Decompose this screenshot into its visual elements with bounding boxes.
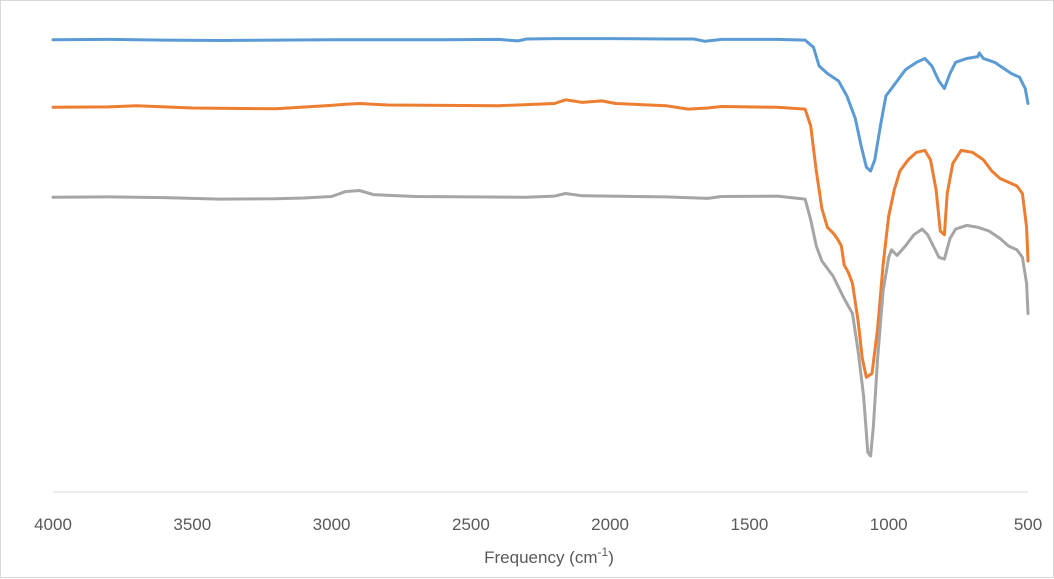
spectrum-line-3 xyxy=(51,189,1030,458)
x-tick-labels: 4000 3500 3000 2500 2000 1500 1000 500 xyxy=(34,515,1042,534)
x-tick-label: 1000 xyxy=(870,515,908,534)
x-tick-label: 2000 xyxy=(591,515,629,534)
x-tick-label: 4000 xyxy=(34,515,72,534)
series-layer xyxy=(51,37,1030,458)
x-tick-label: 500 xyxy=(1014,515,1042,534)
x-axis-title: Frequency (cm-1) xyxy=(484,545,614,567)
x-tick-label: 3500 xyxy=(173,515,211,534)
x-tick-label: 1500 xyxy=(730,515,768,534)
x-tick-label: 2500 xyxy=(452,515,490,534)
spectrum-line-2 xyxy=(51,98,1030,379)
spectrum-line-1 xyxy=(51,37,1030,173)
x-tick-label: 3000 xyxy=(313,515,351,534)
